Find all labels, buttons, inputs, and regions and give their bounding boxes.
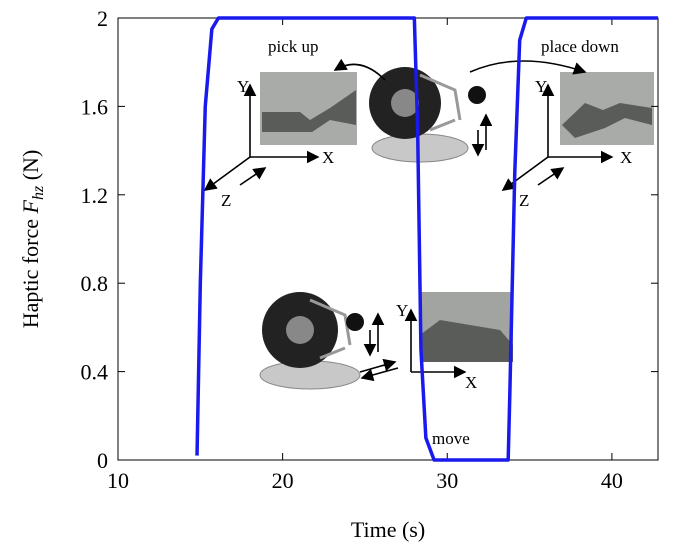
x-tick-label: 10 [107, 468, 129, 493]
y-label-subscript: hz [30, 185, 47, 200]
y-tick-label: 1.2 [81, 183, 109, 208]
annotation: Y [535, 77, 547, 96]
y-tick-label: 1.6 [81, 94, 109, 119]
annotation: Z [519, 191, 529, 210]
annotation: Z [221, 191, 231, 210]
annotation: place down [541, 37, 619, 56]
y-axis-label: Haptic force Fhz (N) [18, 150, 48, 329]
device [259, 292, 364, 390]
x-tick-label: 30 [436, 468, 458, 493]
annotation: X [465, 373, 477, 392]
x-axis-label: Time (s) [351, 517, 425, 542]
y-tick-label: 2 [97, 6, 108, 31]
y-tick-label: 0.4 [81, 360, 109, 385]
data-line [195, 16, 658, 462]
annotation: X [322, 148, 334, 167]
annotation: Y [396, 301, 408, 320]
x-tick-label: 20 [272, 468, 294, 493]
annotation: Y [237, 77, 249, 96]
y-tick-label: 0 [97, 448, 108, 473]
device [369, 67, 486, 163]
annotation: pick up [268, 37, 319, 56]
annotation: X [620, 148, 632, 167]
annotation: move [432, 429, 470, 448]
y-tick-label: 0.8 [81, 271, 109, 296]
y-label-unit: (N) [18, 150, 43, 181]
x-tick-label: 40 [601, 468, 623, 493]
illustrations [203, 58, 654, 390]
y-label-symbol: F [18, 199, 43, 214]
y-label-text: Haptic force [18, 219, 43, 328]
